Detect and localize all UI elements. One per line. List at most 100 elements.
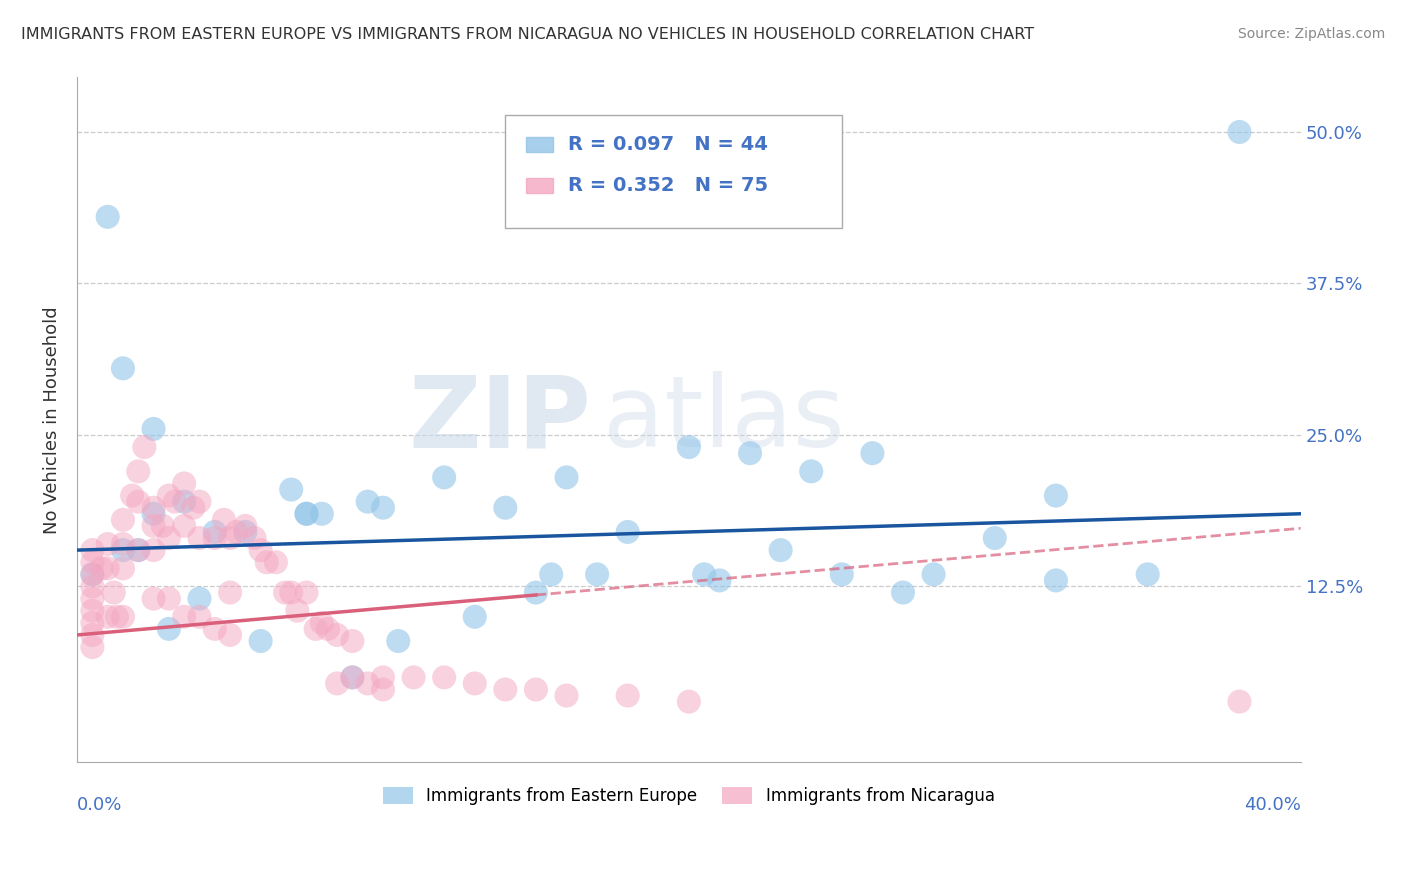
Point [464, 609, 486, 624]
Point [494, 500, 516, 515]
Point [738, 446, 761, 460]
Point [142, 543, 165, 558]
Point [157, 531, 180, 545]
Point [295, 585, 318, 599]
Point [326, 628, 349, 642]
Point [1045, 489, 1067, 503]
Point [371, 670, 394, 684]
Point [157, 622, 180, 636]
Point [305, 622, 328, 636]
Point [111, 609, 134, 624]
Point [121, 489, 143, 503]
Point [280, 483, 302, 497]
Point [82, 615, 104, 630]
Text: R = 0.352   N = 75: R = 0.352 N = 75 [568, 176, 768, 195]
Point [678, 695, 700, 709]
Point [173, 519, 195, 533]
Point [97, 210, 120, 224]
Point [142, 500, 165, 515]
Point [173, 476, 195, 491]
Point [188, 609, 211, 624]
Text: 40.0%: 40.0% [1244, 797, 1301, 814]
Point [555, 689, 578, 703]
Point [433, 470, 456, 484]
Point [82, 591, 104, 606]
Point [111, 543, 134, 558]
Bar [526, 178, 553, 194]
Point [134, 440, 156, 454]
Point [157, 489, 180, 503]
Point [891, 585, 914, 599]
Point [142, 422, 165, 436]
Point [82, 604, 104, 618]
Point [219, 628, 242, 642]
Point [183, 500, 205, 515]
Point [1229, 125, 1251, 139]
Point [157, 591, 180, 606]
Point [204, 524, 226, 539]
Point [82, 579, 104, 593]
Point [173, 609, 195, 624]
Point [1229, 695, 1251, 709]
Point [280, 585, 302, 599]
Point [103, 585, 125, 599]
Point [285, 604, 308, 618]
Point [371, 500, 394, 515]
Y-axis label: No Vehicles in Household: No Vehicles in Household [44, 306, 60, 533]
Point [82, 567, 104, 582]
Point [295, 507, 318, 521]
Point [860, 446, 883, 460]
Point [127, 543, 149, 558]
Point [357, 676, 380, 690]
Point [524, 682, 547, 697]
Point [225, 524, 247, 539]
Point [82, 628, 104, 642]
Point [111, 561, 134, 575]
Point [82, 640, 104, 654]
Point [387, 634, 409, 648]
Point [152, 519, 174, 533]
Point [494, 682, 516, 697]
Point [342, 670, 364, 684]
Point [188, 494, 211, 508]
Point [249, 543, 271, 558]
Point [188, 531, 211, 545]
Point [233, 519, 256, 533]
Legend: Immigrants from Eastern Europe, Immigrants from Nicaragua: Immigrants from Eastern Europe, Immigran… [377, 780, 1001, 812]
Point [922, 567, 945, 582]
Point [371, 682, 394, 697]
Point [555, 470, 578, 484]
Point [243, 531, 266, 545]
Point [342, 670, 364, 684]
Point [82, 555, 104, 569]
Point [97, 561, 120, 575]
Point [97, 609, 120, 624]
Point [540, 567, 562, 582]
Point [233, 524, 256, 539]
Point [311, 507, 333, 521]
Point [464, 676, 486, 690]
Point [1136, 567, 1159, 582]
Point [831, 567, 853, 582]
Point [326, 676, 349, 690]
Text: R = 0.097   N = 44: R = 0.097 N = 44 [568, 135, 768, 154]
Point [142, 507, 165, 521]
Point [249, 634, 271, 648]
Point [342, 634, 364, 648]
Point [90, 561, 112, 575]
Text: IMMIGRANTS FROM EASTERN EUROPE VS IMMIGRANTS FROM NICARAGUA NO VEHICLES IN HOUSE: IMMIGRANTS FROM EASTERN EUROPE VS IMMIGR… [21, 27, 1035, 42]
Point [616, 689, 638, 703]
Point [264, 555, 287, 569]
Point [219, 585, 242, 599]
Point [693, 567, 716, 582]
Point [111, 361, 134, 376]
Point [616, 524, 638, 539]
Point [82, 543, 104, 558]
Point [357, 494, 380, 508]
Point [127, 494, 149, 508]
Point [204, 531, 226, 545]
Point [769, 543, 792, 558]
Point [274, 585, 297, 599]
Point [402, 670, 425, 684]
FancyBboxPatch shape [505, 115, 842, 228]
